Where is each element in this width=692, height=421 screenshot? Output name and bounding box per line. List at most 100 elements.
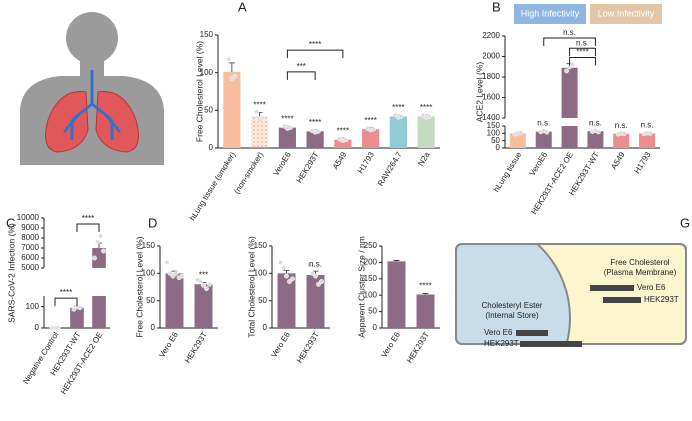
legend-swatch (514, 4, 586, 24)
significance: **** (337, 126, 349, 135)
bracket (569, 47, 596, 57)
x-tick-label: HEK293T-ACE2 OE (59, 330, 105, 395)
diagram-g: G Free Cholesterol (Plasma Membrane) Ver… (455, 215, 690, 348)
data-point (226, 56, 232, 62)
data-point (179, 273, 185, 279)
x-tick-label: HEK293T (295, 330, 321, 364)
data-point (307, 262, 312, 268)
panel-label: G (680, 215, 690, 230)
y-axis-label: ACE2 Level (%) (474, 62, 484, 123)
data-point (278, 259, 283, 265)
y-tick-label: 10000 (17, 213, 40, 222)
bar (306, 274, 325, 328)
data-point (204, 286, 209, 292)
y-axis-label: Total Cholesterol Level (%) (246, 236, 256, 338)
significance: **** (309, 118, 321, 127)
free-label: Free Cholesterol (610, 258, 669, 267)
x-tick-label: A549 (331, 150, 349, 171)
significance: n.s. (615, 121, 628, 130)
x-tick-label: H1793 (632, 150, 652, 175)
y-axis-label: Free Cholesterol Level (%) (134, 236, 144, 337)
data-point (319, 279, 324, 284)
error-bar (283, 270, 290, 274)
bar (587, 131, 604, 148)
bracket (286, 49, 344, 59)
error-bar (228, 62, 235, 72)
x-tick-label: Vero E6 (157, 330, 180, 359)
data-point (254, 109, 260, 115)
bracket (543, 37, 596, 47)
bar (561, 67, 578, 148)
y-tick-label: 1400 (482, 113, 500, 122)
x-tick-label: (non-smoker) (232, 150, 265, 195)
x-tick-label: Negative Control (21, 330, 60, 385)
y-tick-label: 0 (496, 143, 501, 152)
x-tick-label: VeroE6 (528, 150, 550, 177)
y-tick-label: 1600 (482, 93, 500, 102)
bar (416, 294, 435, 328)
significance: n.s. (309, 259, 322, 268)
error-bar (393, 260, 400, 262)
error-bar (422, 293, 429, 295)
y-tick-label: 100 (487, 128, 501, 137)
y-tick-label: 100 (364, 290, 378, 299)
bar (194, 284, 213, 328)
data-point (173, 270, 179, 276)
x-tick-label: HEK293T (405, 330, 431, 364)
free-label: (Plasma Membrane) (604, 268, 677, 277)
bracket-label: **** (60, 288, 72, 297)
data-point (310, 270, 315, 276)
data-point (260, 115, 266, 121)
y-tick-label: 150 (142, 241, 156, 250)
data-point (98, 233, 103, 239)
y-tick-label: 0 (263, 323, 268, 332)
data-point (544, 129, 550, 135)
y-axis-label: SARS-CoV-2 Infection (%) (6, 223, 16, 323)
y-tick-label: 2000 (482, 52, 500, 61)
bar (387, 261, 406, 328)
bracket-label: n.s. (576, 38, 589, 47)
panel-label: A (238, 0, 247, 14)
y-tick-label: 8000 (21, 233, 39, 242)
data-point (287, 279, 292, 284)
y-tick-label: 2200 (482, 31, 500, 40)
y-tick-label: 200 (364, 258, 378, 267)
y-tick-label: 9000 (21, 223, 39, 232)
x-tick-label: VeroE6 (271, 150, 293, 177)
data-point (287, 125, 293, 131)
data-point (77, 305, 83, 311)
data-point (201, 282, 206, 288)
x-tick-label: HEK293T (183, 330, 209, 364)
bar (417, 116, 435, 148)
x-tick-label: HEK293T (295, 150, 321, 184)
y-tick-label: 0 (35, 323, 40, 332)
y-tick-label: 0 (373, 323, 378, 332)
y-tick-label: 150 (200, 30, 214, 39)
data-point (621, 131, 627, 137)
y-axis-label: Apparent Cluster Size / nm (356, 236, 366, 338)
bar (509, 133, 526, 148)
significance: **** (420, 103, 432, 112)
data-point (518, 130, 524, 136)
data-point (55, 325, 61, 331)
bar (277, 273, 296, 328)
bracket (76, 223, 100, 232)
bar (251, 116, 269, 148)
bar (362, 129, 380, 148)
bar (389, 116, 407, 148)
bar (223, 71, 241, 148)
significance: *** (199, 271, 208, 280)
lung-illustration (20, 12, 164, 165)
bracket-label: **** (309, 40, 321, 49)
data-point (343, 137, 349, 143)
panel-label: B (492, 0, 501, 14)
significance: n.s. (537, 119, 550, 128)
data-point (92, 255, 97, 261)
data-point (198, 279, 203, 284)
bar (165, 273, 184, 328)
free-row: Vero E6 (637, 283, 666, 292)
y-tick-label: 100 (26, 302, 40, 311)
x-tick-label: H1793 (356, 150, 376, 175)
y-tick-label: 50 (368, 307, 377, 316)
